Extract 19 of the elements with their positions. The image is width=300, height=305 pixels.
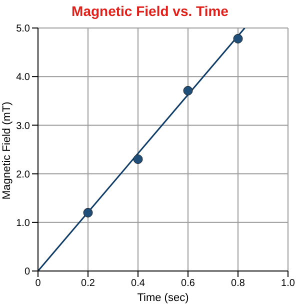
y-axis-title: Magnetic Field (mT) [0,102,13,200]
y-tick-label: 0 [24,266,30,278]
y-tick-label: 5.0 [16,24,30,35]
x-tick-label: 1.0 [281,278,296,290]
x-tick-label: 0 [35,278,42,290]
y-tick-label: 3.0 [16,120,30,132]
point [233,34,243,44]
x-tick-label: 0.6 [181,278,196,290]
x-tick-label: 0.2 [81,278,96,290]
point [83,208,93,218]
y-tick-label: 1.0 [16,218,30,229]
point [133,154,143,164]
y-tick-label: 2.0 [16,169,30,180]
x-tick-label: 0.4 [131,278,146,290]
y-tick-label: 4.0 [16,72,30,84]
x-axis-title: Time (sec) [137,292,189,304]
point [183,86,193,96]
x-tick-label: 0.8 [231,278,246,290]
chart-title: Magnetic Field vs. Time [70,2,230,21]
